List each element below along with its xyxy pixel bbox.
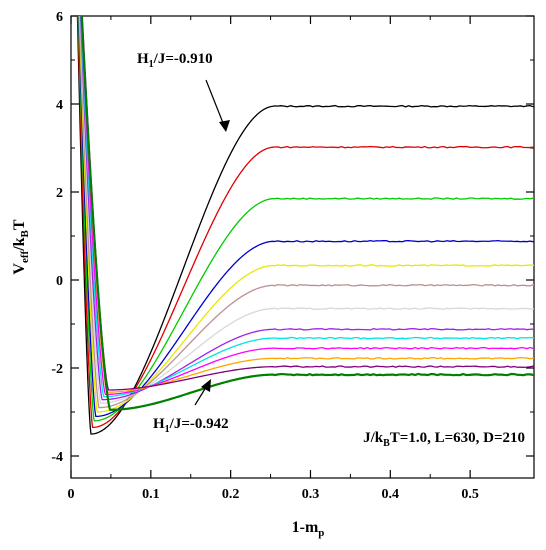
series-line xyxy=(78,16,534,418)
y-tick-label: 2 xyxy=(56,186,63,201)
x-tick-label: 0.1 xyxy=(142,487,160,502)
x-tick-label: 0.2 xyxy=(222,487,240,502)
y-tick-label: -2 xyxy=(51,362,63,377)
series-line xyxy=(80,16,534,396)
series-line xyxy=(76,16,534,435)
x-tick-label: 0 xyxy=(68,487,75,502)
annotation-bottom-arrow xyxy=(194,379,211,406)
x-tick-label: 0.5 xyxy=(461,487,479,502)
series-line xyxy=(80,16,534,398)
annotation-top: H1/J=-0.910 xyxy=(137,51,213,70)
series-line xyxy=(80,16,534,411)
annotation-bottom: H1/J=-0.942 xyxy=(153,416,229,435)
plot-frame xyxy=(70,15,535,479)
series-line xyxy=(77,16,534,429)
annotation-params: J/kBT=1.0, L=630, D=210 xyxy=(363,430,525,449)
y-tick-label: -4 xyxy=(51,450,63,465)
y-tick-label: 0 xyxy=(56,274,63,289)
annotation-top-arrow xyxy=(205,79,230,132)
y-tick-label: 6 xyxy=(56,10,63,25)
y-tick-label: 4 xyxy=(56,98,63,113)
x-tick-label: 0.3 xyxy=(302,487,320,502)
series-line xyxy=(77,16,534,422)
x-axis-label: 1-mp xyxy=(292,519,325,539)
series-line xyxy=(78,16,534,409)
y-axis-label: Veff/kBT xyxy=(11,219,31,274)
x-tick-label: 0.4 xyxy=(382,487,400,502)
